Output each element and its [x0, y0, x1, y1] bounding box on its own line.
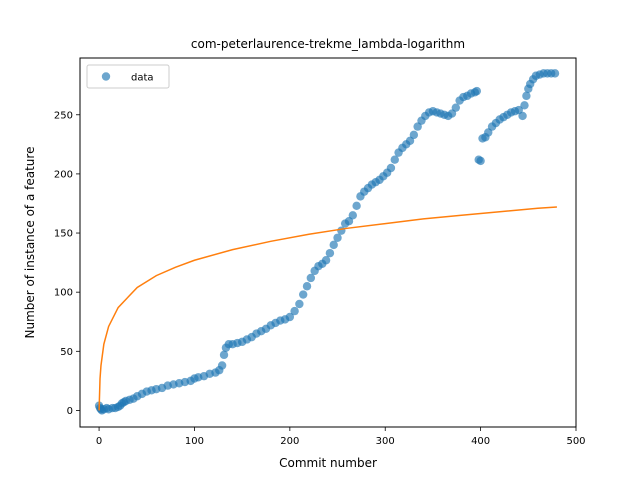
- axis-ticks: 0 100 200 300 400 500 0 50 100 150 200 250: [54, 110, 586, 447]
- y-tick-label: 250: [54, 110, 73, 121]
- x-tick-label: 400: [471, 436, 490, 447]
- data-point: [321, 256, 331, 265]
- data-point: [348, 211, 357, 220]
- data-point: [333, 233, 342, 242]
- y-tick-label: 0: [67, 406, 73, 417]
- fit-line: [98, 206, 557, 411]
- data-point: [522, 91, 531, 101]
- data-point: [285, 312, 295, 322]
- data-point: [476, 156, 485, 166]
- data-point: [451, 103, 461, 112]
- data-point: [550, 69, 560, 78]
- data-point: [290, 306, 299, 316]
- y-axis-label: Number of instance of a feature: [23, 147, 37, 339]
- data-point: [217, 361, 227, 370]
- y-tick-label: 150: [54, 229, 73, 240]
- x-tick-label: 200: [280, 436, 299, 447]
- plot-area: [94, 69, 560, 415]
- x-tick-label: 0: [96, 436, 102, 447]
- data-point: [329, 240, 338, 250]
- x-tick-label: 100: [185, 436, 204, 447]
- legend-marker-data: [101, 72, 111, 81]
- x-axis-label: Commit number: [279, 456, 377, 470]
- data-point: [219, 350, 229, 360]
- data-point: [302, 282, 312, 291]
- data-point: [472, 86, 481, 96]
- data-point: [299, 290, 308, 299]
- data-point: [390, 155, 399, 164]
- data-point: [325, 248, 335, 258]
- chart-title: com-peterlaurence-trekme_lambda-logarith…: [191, 37, 465, 51]
- x-tick-label: 300: [376, 436, 395, 447]
- y-tick-label: 50: [60, 347, 73, 358]
- data-point: [518, 111, 527, 121]
- legend-label-data: data: [131, 73, 154, 84]
- x-tick-label: 500: [566, 436, 585, 447]
- data-point: [295, 299, 304, 309]
- axes-frame: [79, 57, 577, 428]
- data-point: [306, 273, 316, 283]
- data-point: [409, 130, 419, 140]
- data-point: [386, 163, 396, 173]
- y-tick-label: 100: [54, 288, 73, 299]
- y-tick-label: 200: [54, 169, 73, 180]
- data-point: [352, 201, 361, 211]
- data-point: [520, 101, 529, 110]
- data-point: [337, 226, 346, 235]
- legend: data: [86, 64, 170, 89]
- legend-box: [86, 64, 170, 89]
